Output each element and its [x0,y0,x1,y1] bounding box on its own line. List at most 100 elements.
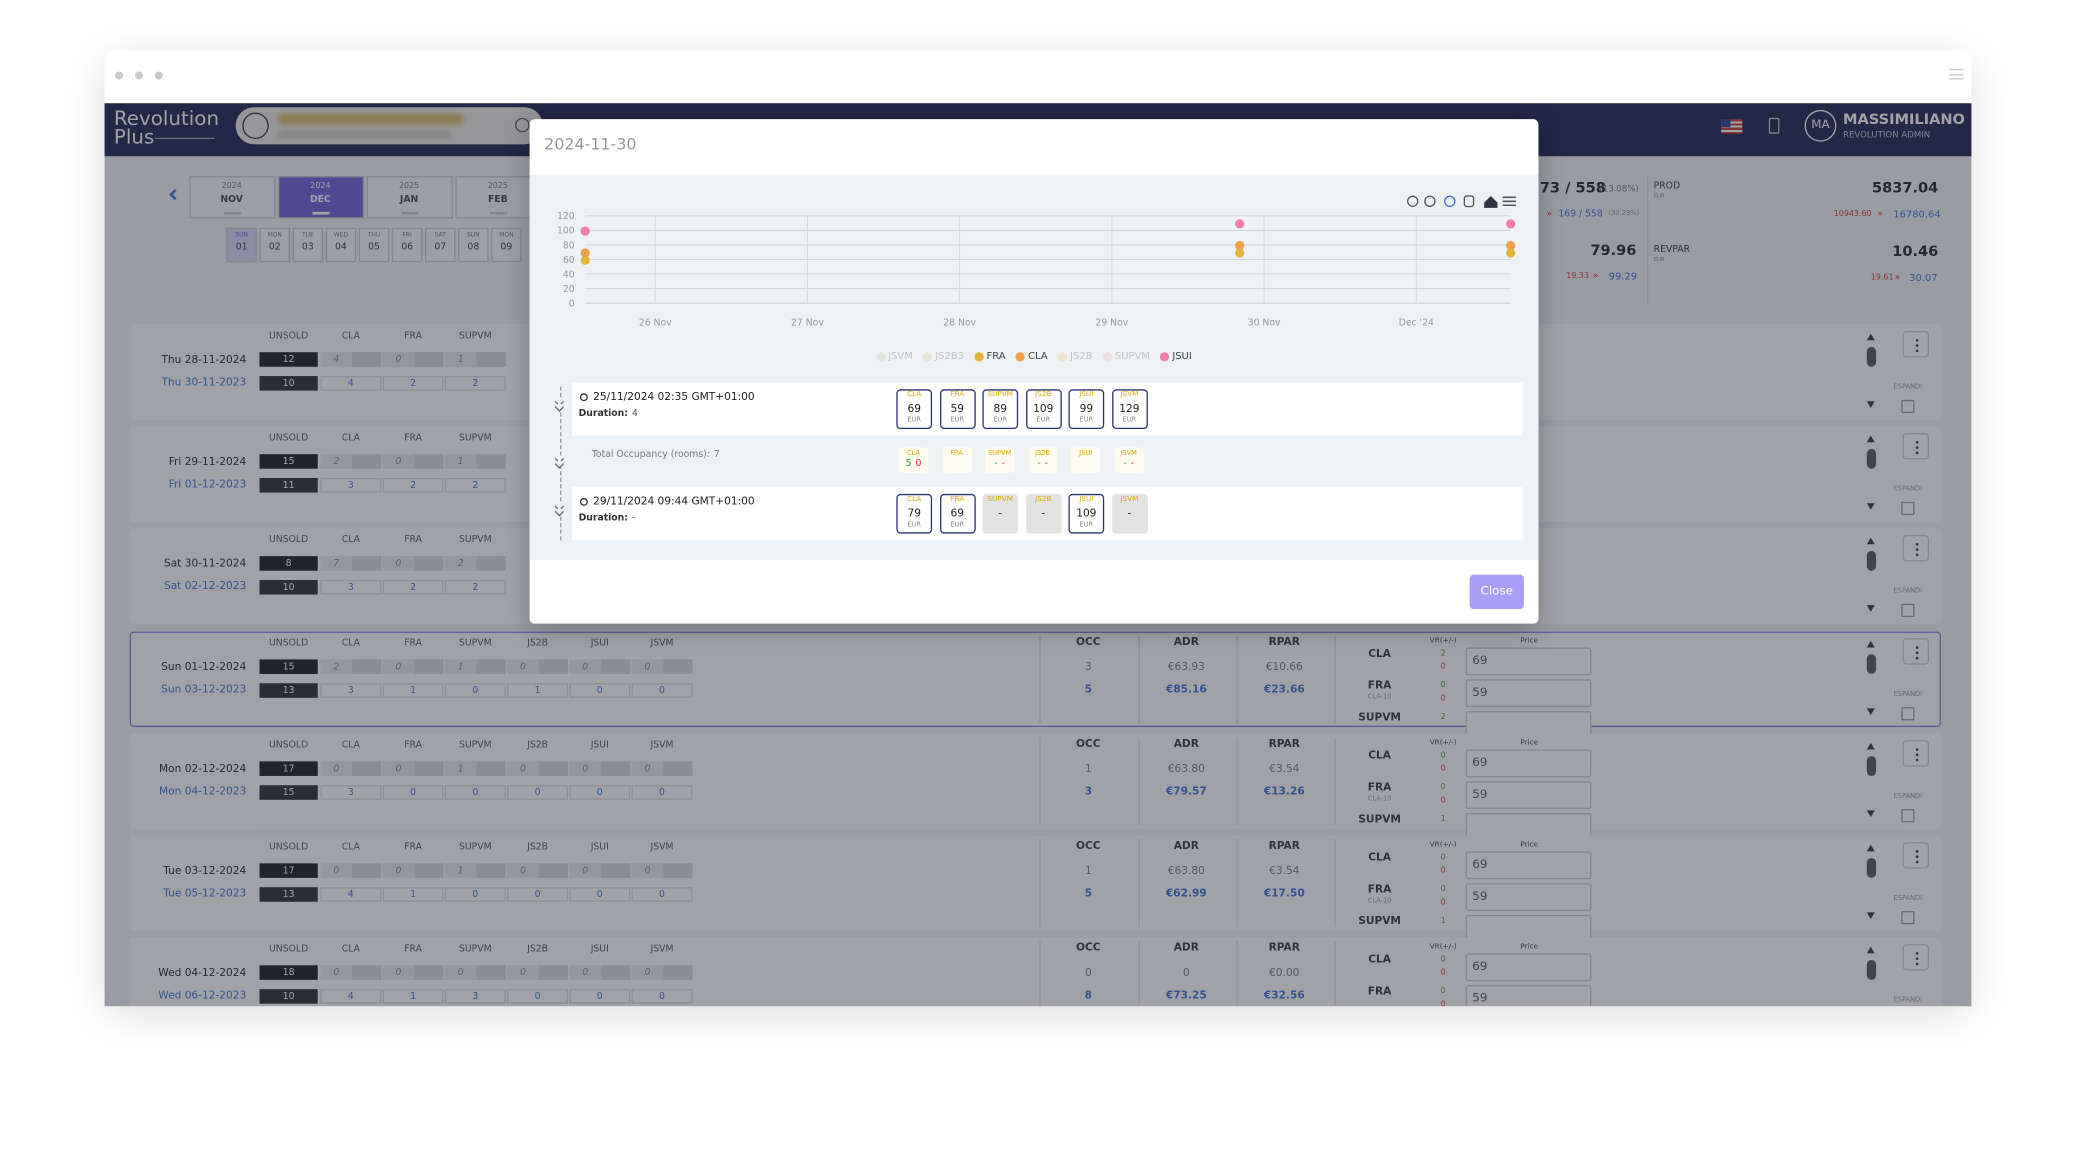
room-cell [631,785,693,800]
room-value: 1 [457,763,464,774]
expand-label: ESPANDI [1893,383,1923,392]
row-menu[interactable] [1902,944,1930,971]
scroll-down[interactable] [1866,810,1875,817]
legend-item[interactable]: JSUI [1160,350,1192,363]
occupancy-count: 0 [915,458,922,469]
scroll-down[interactable] [1866,912,1875,919]
row-menu[interactable] [1902,740,1930,767]
menu-dot [1915,348,1919,352]
scroll-up[interactable] [1866,333,1875,341]
expand-button[interactable] [1901,707,1915,721]
prev-date: Tue 05-12-2023 [163,887,247,900]
price-input[interactable] [1465,647,1592,676]
price-input[interactable] [1465,749,1592,778]
legend-item[interactable]: JSVM [876,350,913,363]
day-chip[interactable] [259,227,290,263]
legend-item[interactable]: SUPVM [1102,349,1150,363]
scroll-up[interactable] [1866,435,1875,443]
month-tab[interactable] [189,176,276,219]
metric-prev: €79.57 [1165,785,1207,798]
stat-prev: 169 / 558 [1558,208,1603,220]
scroll-down[interactable] [1866,401,1875,408]
price-input[interactable] [1465,679,1592,708]
room-prev-value: 0 [596,787,603,798]
price-input[interactable] [1465,781,1592,810]
legend-label: JS2B3 [935,349,965,362]
unsold-value: 8 [285,558,292,569]
rate-parent: CLA-10 [1367,897,1392,906]
month-tab[interactable] [278,176,365,219]
occupancy-box [1028,447,1058,473]
occupancy-count: - [1001,458,1005,469]
scroll-down[interactable] [1866,503,1875,510]
scroll-down[interactable] [1866,605,1875,612]
month-year: 2025 [398,181,420,191]
flag-canton [1721,119,1731,128]
day-chip[interactable] [358,227,390,263]
row-menu[interactable] [1902,331,1930,358]
legend-item[interactable]: CLA [1016,350,1048,363]
y-tick-label: 40 [563,269,575,280]
rate-name: FRA [1367,985,1392,998]
stat-prev: 30.07 [1909,271,1938,284]
room-prev-value: 2 [472,581,479,593]
day-chip[interactable] [325,227,357,263]
avatar[interactable] [1804,109,1837,142]
metric-header: ADR [1173,839,1199,852]
calculator-icon[interactable] [1768,117,1780,134]
room-cell [320,989,382,1004]
scroll-thumb [1866,550,1877,571]
scroll-up[interactable] [1866,537,1875,545]
price-input[interactable] [1465,985,1592,1007]
row-menu[interactable] [1902,842,1930,869]
day-chip[interactable] [458,227,489,263]
row-menu[interactable] [1902,432,1930,460]
window-dot [135,71,143,80]
expand-button[interactable] [1901,911,1915,925]
search-box[interactable] [235,107,543,145]
price-input[interactable] [1465,851,1592,880]
row-menu[interactable] [1902,638,1930,665]
metric-header: ADR [1173,635,1199,648]
scroll-up[interactable] [1866,946,1875,954]
month-tab[interactable] [366,176,453,219]
legend-item[interactable]: JS2B [1058,350,1092,363]
expand-button[interactable] [1901,501,1915,516]
scroll-down[interactable] [1866,708,1875,716]
scroll-up[interactable] [1866,640,1875,648]
rate-price: 69 [950,506,964,519]
expand-button[interactable] [1901,399,1915,414]
scroll-up[interactable] [1866,844,1875,852]
close-button[interactable]: Close [1469,574,1524,610]
legend-item[interactable]: JS2B3 [923,350,964,363]
expand-button[interactable] [1901,603,1915,618]
column-header: JS2B [527,943,548,955]
room-cell-stepper [601,659,631,674]
divider [1334,839,1336,927]
column-header: SUPVM [459,534,492,545]
row-menu[interactable] [1902,534,1930,562]
vr-value: 0 [1440,954,1446,964]
x-tick-label: 28 Nov [943,318,976,329]
legend-label: SUPVM [1114,349,1150,362]
y-tick-label: 100 [557,226,575,237]
price-input[interactable] [1465,883,1592,912]
y-tick-label: 0 [569,299,575,310]
legend-item[interactable]: FRA [974,350,1006,363]
room-cell-stepper [414,659,444,674]
menu-dot [1915,758,1919,761]
day-chip[interactable] [424,227,456,263]
room-prev-value: 0 [472,685,479,696]
day-number: 01 [235,241,248,253]
expand-button[interactable] [1901,809,1915,823]
day-chip[interactable] [226,227,257,263]
price-input[interactable] [1465,953,1592,982]
day-chip[interactable] [292,227,324,263]
day-chip[interactable] [391,227,423,263]
day-chip[interactable] [491,227,522,263]
scroll-up[interactable] [1866,742,1875,750]
rate-name: JS2B [1035,449,1051,458]
rate-price: 59 [950,401,964,414]
vr-value: 1 [1440,916,1446,926]
menu-dot [1915,338,1919,341]
